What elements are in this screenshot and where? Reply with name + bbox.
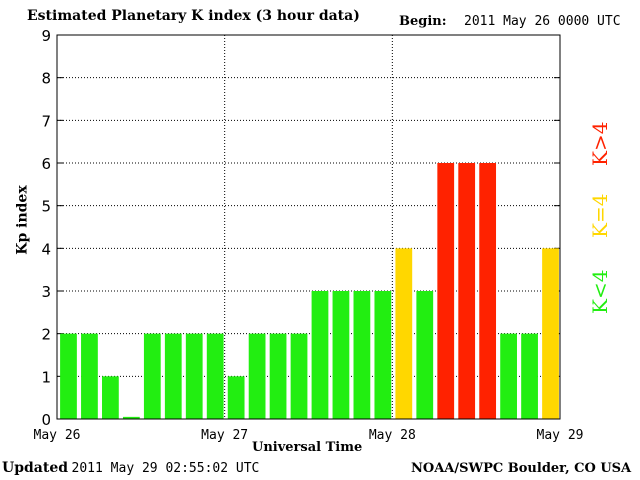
y-axis-label: Kp index xyxy=(14,185,31,255)
legend-high: K>4 xyxy=(588,121,612,166)
kp-bar xyxy=(416,291,434,419)
kp-bar xyxy=(500,333,517,419)
kp-bar xyxy=(332,291,350,419)
kp-bar xyxy=(269,333,287,419)
kp-bar xyxy=(395,248,413,419)
kp-bar xyxy=(542,248,559,419)
kp-bar xyxy=(60,333,77,419)
x-axis-label: Universal Time xyxy=(252,440,363,455)
kp-bar xyxy=(102,376,119,419)
y-tick-label: 3 xyxy=(41,283,51,301)
updated-value: 2011 May 29 02:55:02 UTC xyxy=(71,461,260,476)
kp-bar xyxy=(479,163,497,419)
kp-bar xyxy=(353,291,371,419)
y-tick-label: 4 xyxy=(41,240,51,258)
kp-bar xyxy=(374,291,392,419)
kp-bar xyxy=(81,333,98,419)
y-tick-label: 8 xyxy=(41,70,51,88)
y-tick-label: 2 xyxy=(41,326,51,344)
kp-bar xyxy=(290,333,308,419)
y-tick-label: 9 xyxy=(41,27,51,45)
source-label: NOAA/SWPC Boulder, CO USA xyxy=(411,461,632,476)
kp-bar xyxy=(185,333,203,419)
kp-bar xyxy=(164,333,182,419)
kp-bar xyxy=(206,333,224,419)
kp-bar xyxy=(521,333,538,419)
kp-bar xyxy=(437,163,455,419)
kp-bar xyxy=(227,376,245,419)
kp-bar xyxy=(311,291,329,419)
x-tick-label: May 28 xyxy=(369,428,416,443)
kp-bar xyxy=(143,333,161,419)
y-tick-label: 0 xyxy=(41,411,51,429)
x-tick-label: May 29 xyxy=(537,428,584,443)
kp-bar xyxy=(458,163,476,419)
y-tick-label: 6 xyxy=(41,155,51,173)
y-tick-label: 7 xyxy=(41,112,51,130)
legend-equal: K=4 xyxy=(588,193,612,238)
chart-title: Estimated Planetary K index (3 hour data… xyxy=(27,8,360,24)
kp-bar xyxy=(122,416,140,419)
begin-value: 2011 May 26 0000 UTC xyxy=(464,14,621,29)
kp-bar xyxy=(248,333,266,419)
x-tick-label: May 26 xyxy=(34,428,81,443)
x-tick-label: May 27 xyxy=(201,428,248,443)
y-tick-label: 1 xyxy=(41,368,51,386)
y-tick-label: 5 xyxy=(41,198,51,216)
updated-line: Updated 2011 May 29 02:55:02 UTC xyxy=(2,460,259,477)
begin-label: Begin: xyxy=(399,14,447,29)
updated-label: Updated xyxy=(2,460,69,476)
plot-frame xyxy=(56,34,561,420)
legend-low: K<4 xyxy=(588,269,612,314)
